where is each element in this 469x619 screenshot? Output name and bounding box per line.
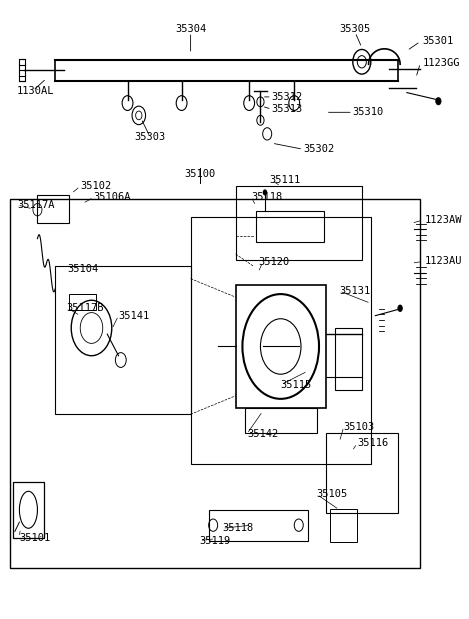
Text: 35102: 35102 <box>80 181 112 191</box>
Bar <box>330 509 357 542</box>
Bar <box>256 211 324 241</box>
Text: 35312: 35312 <box>272 92 303 102</box>
Bar <box>235 285 326 408</box>
Text: 35116: 35116 <box>357 438 388 448</box>
Bar <box>69 294 96 310</box>
Text: 35105: 35105 <box>317 490 348 500</box>
Circle shape <box>263 189 267 196</box>
Circle shape <box>436 98 441 105</box>
Text: 35117A: 35117A <box>17 200 55 210</box>
Text: 35115: 35115 <box>281 379 312 390</box>
Text: 35302: 35302 <box>303 144 334 154</box>
Text: 35118: 35118 <box>222 523 253 533</box>
Text: 35104: 35104 <box>67 264 98 274</box>
Bar <box>209 510 308 540</box>
Text: 35310: 35310 <box>353 107 384 118</box>
Text: 1123GG: 1123GG <box>423 58 460 68</box>
Circle shape <box>397 305 403 312</box>
Text: 35117B: 35117B <box>67 303 104 313</box>
Text: 35118: 35118 <box>251 193 283 202</box>
Text: 35100: 35100 <box>184 169 215 179</box>
Text: 35305: 35305 <box>340 24 371 34</box>
Text: 1123AU: 1123AU <box>425 256 462 266</box>
Text: 35111: 35111 <box>270 175 301 185</box>
Text: 35304: 35304 <box>175 24 206 34</box>
Text: 35313: 35313 <box>272 104 303 115</box>
Text: 35141: 35141 <box>119 311 150 321</box>
Text: 35303: 35303 <box>135 132 166 142</box>
Text: 35106A: 35106A <box>94 193 131 202</box>
Bar <box>326 433 398 513</box>
Bar <box>10 199 420 568</box>
Text: 35119: 35119 <box>200 535 231 545</box>
Bar <box>235 186 362 260</box>
Bar <box>18 59 25 82</box>
Bar <box>245 408 317 433</box>
Text: 1130AL: 1130AL <box>17 86 55 96</box>
Text: 35101: 35101 <box>19 532 51 542</box>
Text: 35301: 35301 <box>423 37 454 46</box>
Bar <box>13 482 44 537</box>
Bar <box>38 196 69 223</box>
Text: 35120: 35120 <box>258 257 289 267</box>
Text: 35103: 35103 <box>344 422 375 431</box>
Text: 1123AW: 1123AW <box>425 215 462 225</box>
Text: 35142: 35142 <box>247 429 278 439</box>
Bar <box>190 217 371 464</box>
Text: 35131: 35131 <box>339 286 371 296</box>
Bar <box>55 266 190 414</box>
Bar <box>335 328 362 389</box>
